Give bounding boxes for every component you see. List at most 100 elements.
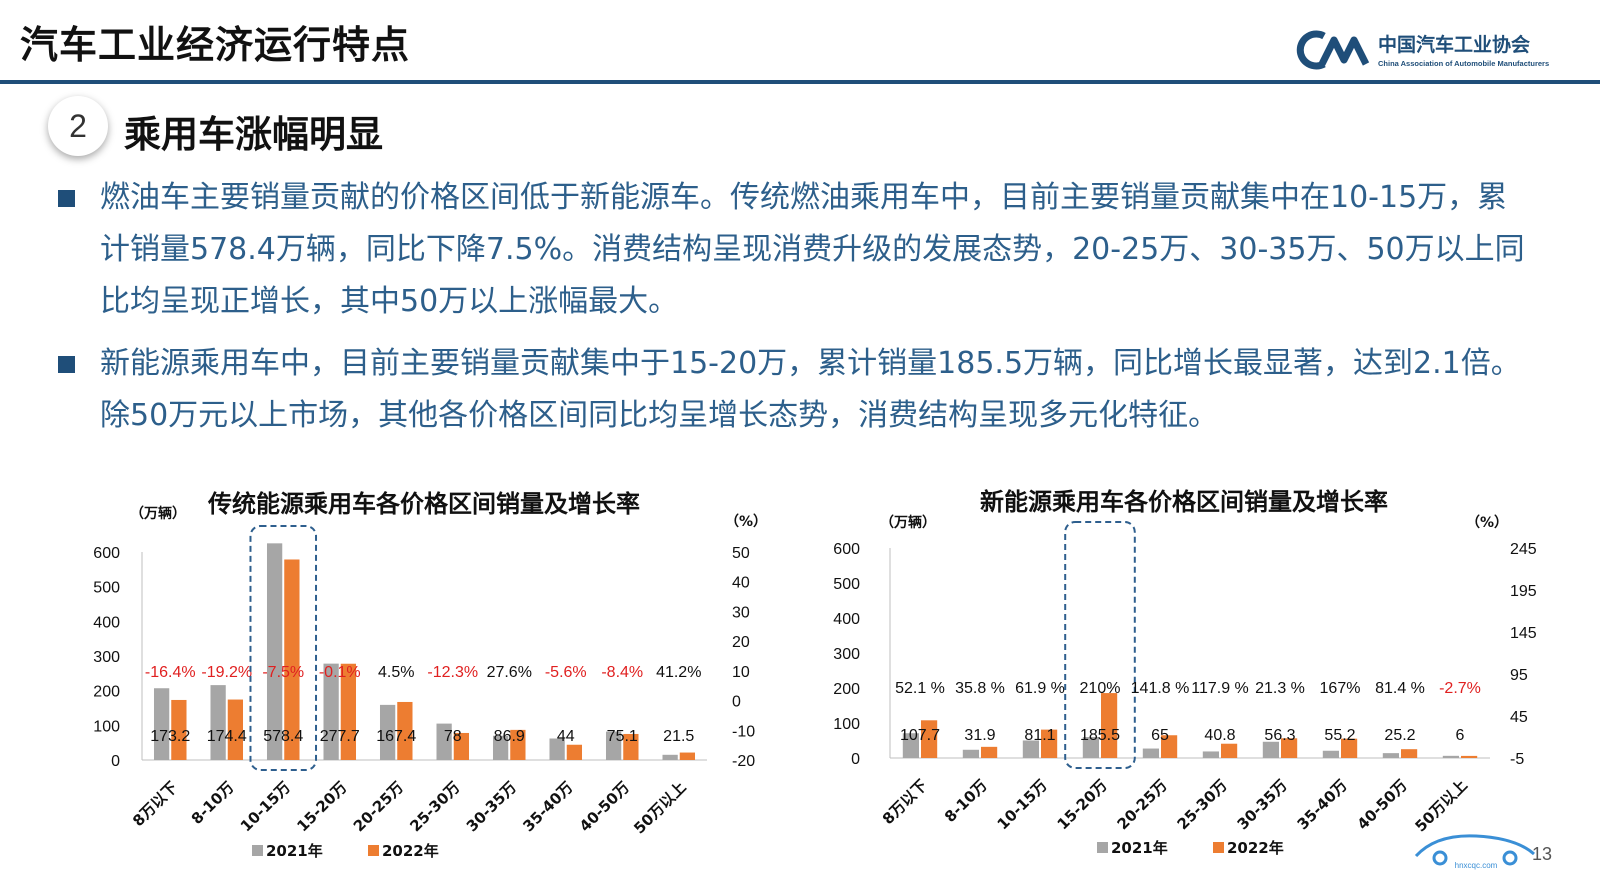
growth-label: 35.8 % <box>955 680 1005 697</box>
y-tick-label: 0 <box>111 753 120 770</box>
value-label: 185.5 <box>1080 727 1120 744</box>
bar-2021 <box>1262 741 1279 758</box>
bar-2021 <box>1022 740 1039 758</box>
value-label: 174.4 <box>207 728 247 745</box>
category-label: 30-35万 <box>1234 776 1291 833</box>
category-label: 15-20万 <box>1054 776 1111 833</box>
y-tick-label: 600 <box>833 541 860 558</box>
legend-label-2021: 2021年 <box>266 842 323 860</box>
bar-2022 <box>171 699 187 760</box>
y-tick-label: 400 <box>93 614 120 631</box>
bullet-item: 燃油车主要销量贡献的价格区间低于新能源车。传统燃油乘用车中，目前主要销量贡献集中… <box>58 172 1528 328</box>
y-tick-label: 500 <box>833 576 860 593</box>
category-label: 35-40万 <box>519 778 576 835</box>
y-tick-label: 600 <box>93 545 120 562</box>
bar-2021 <box>962 749 979 758</box>
y2-tick-label: 0 <box>732 694 741 711</box>
y-tick-label: 0 <box>851 751 860 768</box>
category-label: 25-30万 <box>406 778 463 835</box>
bar-2021 <box>153 688 170 760</box>
y2-axis-label: （%） <box>1466 515 1508 531</box>
y2-tick-label: 50 <box>732 545 750 562</box>
growth-label: 141.8 % <box>1131 680 1190 697</box>
page-title: 汽车工业经济运行特点 <box>20 23 411 67</box>
value-label: 6 <box>1456 727 1465 744</box>
value-label: 107.7 <box>900 727 940 744</box>
y-tick-label: 300 <box>93 649 120 666</box>
y-tick-label: 200 <box>93 684 120 701</box>
value-label: 55.2 <box>1324 727 1355 744</box>
bar-2021 <box>1202 751 1219 758</box>
growth-label: 81.4 % <box>1375 680 1425 697</box>
legend-label-2021: 2021年 <box>1111 839 1168 857</box>
legend-swatch-2022 <box>1213 842 1224 853</box>
bar-2021 <box>1382 753 1399 758</box>
y-tick-label: 200 <box>833 681 860 698</box>
bar-2022 <box>981 746 998 758</box>
square-bullet-icon <box>58 356 75 373</box>
square-bullet-icon <box>58 190 75 207</box>
bar-2022 <box>1221 743 1238 758</box>
y2-tick-label: 20 <box>732 634 750 651</box>
bar-2022 <box>453 732 470 760</box>
legend-label-2022: 2022年 <box>382 842 439 860</box>
bar-2022 <box>1401 749 1418 758</box>
category-label: 35-40万 <box>1294 776 1351 833</box>
bullet-list: 燃油车主要销量贡献的价格区间低于新能源车。传统燃油乘用车中，目前主要销量贡献集中… <box>58 172 1528 452</box>
value-label: 44 <box>557 728 575 745</box>
bar-2022 <box>566 744 583 760</box>
growth-label: 52.1 % <box>895 680 945 697</box>
bar-2022 <box>679 752 696 760</box>
category-label: 10-15万 <box>994 776 1051 833</box>
value-label: 65 <box>1151 727 1169 744</box>
value-label: 56.3 <box>1264 727 1295 744</box>
y-tick-label: 300 <box>833 646 860 663</box>
bar-2022 <box>510 729 526 760</box>
page-number: 13 <box>1532 844 1553 864</box>
growth-label: -16.4% <box>145 664 196 681</box>
y2-tick-label: -10 <box>732 723 755 740</box>
y-axis-label: （万辆） <box>880 514 936 531</box>
bar-2021 <box>436 723 452 760</box>
growth-label: -0.1% <box>319 664 361 681</box>
legend-label-2022: 2022年 <box>1227 839 1284 857</box>
value-label: 21.5 <box>663 728 694 745</box>
site-watermark-icon: hnxcqc.com <box>1414 834 1535 870</box>
bar-2021 <box>266 543 283 760</box>
logo-en-text: China Association of Automobile Manufact… <box>1378 59 1550 68</box>
value-label: 173.2 <box>150 728 190 745</box>
bar-2022 <box>1281 738 1298 758</box>
bullet-item: 新能源乘用车中，目前主要销量贡献集中于15-20万，累计销量185.5万辆，同比… <box>58 338 1528 442</box>
y2-tick-label: 40 <box>732 575 750 592</box>
category-label: 10-15万 <box>237 778 294 835</box>
growth-label: -12.3% <box>427 664 478 681</box>
y2-tick-label: -20 <box>732 753 755 770</box>
chart-title-traditional: 传统能源乘用车各价格区间销量及增长率 <box>208 490 640 518</box>
y2-tick-label: 95 <box>1510 667 1528 684</box>
growth-label: 27.6% <box>487 664 532 681</box>
bullet-text: 燃油车主要销量贡献的价格区间低于新能源车。传统燃油乘用车中，目前主要销量贡献集中… <box>100 180 1525 319</box>
category-label: 50万以上 <box>630 778 689 837</box>
value-label: 81.1 <box>1024 727 1055 744</box>
bar-2021 <box>379 704 396 760</box>
chart-title-nev: 新能源乘用车各价格区间销量及增长率 <box>980 488 1388 516</box>
category-label: 8-10万 <box>941 776 991 826</box>
y2-tick-label: 145 <box>1510 625 1537 642</box>
bar-2021 <box>1082 737 1099 758</box>
bar-2021 <box>902 733 919 758</box>
highlight-box <box>249 525 318 771</box>
category-label: 8万以下 <box>879 776 931 828</box>
y2-tick-label: 245 <box>1510 541 1537 558</box>
y-tick-label: 500 <box>93 580 120 597</box>
value-label: 40.8 <box>1204 727 1235 744</box>
category-label: 8万以下 <box>129 778 181 830</box>
category-label: 8-10万 <box>188 778 238 828</box>
watermark-text: hnxcqc.com <box>1455 861 1498 870</box>
growth-label: 117.9 % <box>1191 680 1249 697</box>
y-tick-label: 100 <box>833 716 860 733</box>
growth-label: -7.5% <box>262 664 304 681</box>
caam-logo-icon <box>1296 30 1370 70</box>
y2-axis-label: （%） <box>725 514 767 530</box>
y-tick-label: 400 <box>833 611 860 628</box>
bar-2021 <box>662 754 678 760</box>
